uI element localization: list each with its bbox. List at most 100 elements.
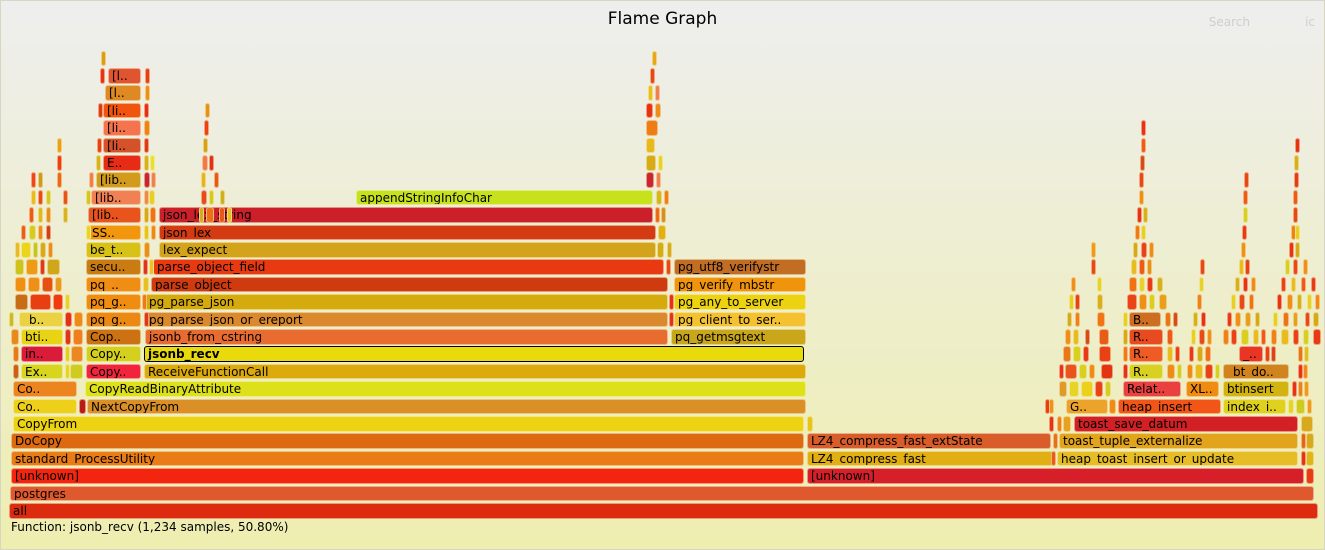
flame-frame[interactable]: [1223, 329, 1229, 345]
frame-r[interactable]: R..: [1129, 363, 1163, 380]
flame-frame[interactable]: [144, 172, 150, 188]
flame-frame[interactable]: [1296, 398, 1305, 415]
flame-frame[interactable]: [1295, 242, 1300, 258]
flame-frame[interactable]: [42, 276, 53, 293]
flame-frame[interactable]: [1231, 329, 1237, 345]
flame-frame[interactable]: [65, 294, 70, 310]
flame-frame[interactable]: [47, 259, 60, 275]
flame-frame[interactable]: [1301, 416, 1313, 432]
frame-r[interactable]: R..: [1129, 346, 1163, 362]
ignore-case-button[interactable]: ic: [1305, 15, 1315, 29]
flame-frame[interactable]: [1200, 259, 1205, 275]
flame-frame[interactable]: [15, 294, 28, 310]
flame-frame[interactable]: [151, 224, 156, 241]
frame-pq-getmsgtext[interactable]: pq_getmsgtext: [671, 329, 806, 345]
flame-frame[interactable]: [1243, 207, 1248, 223]
frame-pg-parse-json[interactable]: pg_parse_json: [145, 294, 668, 310]
flame-frame[interactable]: [46, 207, 51, 223]
flame-frame[interactable]: [1241, 242, 1246, 258]
flame-frame[interactable]: [201, 189, 207, 206]
frame-jsonb-from-cstring[interactable]: jsonb_from_cstring: [145, 329, 668, 345]
flame-frame[interactable]: [1199, 329, 1205, 345]
flame-frame[interactable]: [65, 311, 72, 328]
flame-frame[interactable]: [74, 311, 83, 328]
flame-frame[interactable]: [1139, 259, 1145, 275]
flame-frame[interactable]: [206, 207, 214, 223]
frame-b[interactable]: _b..: [19, 311, 63, 328]
flame-frame[interactable]: [11, 329, 19, 345]
flame-frame[interactable]: [98, 102, 103, 119]
flame-frame[interactable]: [1293, 311, 1298, 328]
flame-frame[interactable]: [57, 155, 62, 171]
flame-frame[interactable]: [669, 311, 674, 328]
flame-frame[interactable]: [1167, 346, 1173, 362]
frame-xl[interactable]: XL..: [1186, 381, 1219, 397]
flame-frame[interactable]: [1289, 242, 1294, 258]
frame-ss[interactable]: SS..: [88, 224, 141, 241]
frame-be-t[interactable]: be_t..: [86, 242, 141, 258]
flame-frame[interactable]: [666, 259, 671, 275]
flame-frame[interactable]: [1311, 276, 1316, 293]
flame-frame[interactable]: [144, 311, 149, 328]
flame-frame[interactable]: [40, 259, 45, 275]
frame-toast-tuple-externalize[interactable]: toast_tuple_externalize: [1059, 433, 1298, 449]
frame-btinsert[interactable]: btinsert: [1223, 381, 1289, 397]
frame-li[interactable]: [li..: [103, 102, 141, 119]
flame-frame[interactable]: [13, 363, 19, 380]
flame-frame[interactable]: [40, 242, 46, 258]
frame-secu[interactable]: secu..: [86, 259, 141, 275]
frame-li[interactable]: [li..: [103, 120, 141, 136]
flame-frame[interactable]: [1105, 381, 1111, 397]
flame-frame[interactable]: [1306, 433, 1314, 449]
flame-frame[interactable]: [656, 172, 661, 188]
flame-frame[interactable]: [151, 172, 156, 188]
flame-frame[interactable]: [1065, 363, 1077, 380]
frame-index-i[interactable]: index_i..: [1223, 398, 1286, 415]
flame-frame[interactable]: [1305, 311, 1310, 328]
flame-frame[interactable]: [656, 189, 662, 206]
flame-frame[interactable]: [669, 294, 674, 310]
flame-frame[interactable]: [655, 85, 660, 101]
frame-copyreadbinaryattribute[interactable]: CopyReadBinaryAttribute: [85, 381, 806, 397]
flame-frame[interactable]: [652, 50, 657, 67]
flame-frame[interactable]: [1099, 329, 1109, 345]
flame-frame[interactable]: [655, 102, 661, 119]
flame-frame[interactable]: [149, 189, 155, 206]
flame-frame[interactable]: [1137, 207, 1142, 223]
flame-frame[interactable]: [658, 155, 663, 171]
flame-frame[interactable]: [1085, 329, 1090, 345]
flame-frame[interactable]: [31, 189, 36, 206]
frame-copy[interactable]: Copy..: [86, 363, 141, 380]
flame-frame[interactable]: [1167, 363, 1175, 380]
flame-frame[interactable]: [1298, 363, 1303, 380]
flame-frame[interactable]: [219, 207, 225, 223]
frame-copy[interactable]: Copy..: [86, 346, 141, 362]
frame-heap-insert[interactable]: heap_insert: [1118, 398, 1221, 415]
flame-frame[interactable]: [1091, 259, 1096, 275]
flame-frame[interactable]: [209, 189, 214, 206]
search-button[interactable]: Search: [1208, 15, 1250, 29]
flame-frame[interactable]: [1067, 311, 1072, 328]
flame-frame[interactable]: [650, 68, 655, 84]
flame-frame[interactable]: [807, 416, 813, 432]
flame-frame[interactable]: [150, 155, 155, 171]
flame-frame[interactable]: [142, 294, 147, 310]
flame-frame[interactable]: [1242, 224, 1247, 241]
flame-frame[interactable]: [73, 329, 83, 345]
frame-co[interactable]: Co..: [13, 381, 77, 397]
flame-frame[interactable]: [204, 120, 209, 136]
flame-frame[interactable]: [1193, 311, 1198, 328]
frame-b[interactable]: B..: [1129, 311, 1161, 328]
flame-frame[interactable]: [1297, 294, 1302, 310]
flame-frame[interactable]: [15, 242, 20, 258]
flame-frame[interactable]: [150, 207, 156, 223]
flame-frame[interactable]: [203, 137, 208, 154]
flame-frame[interactable]: [26, 259, 38, 275]
flame-frame[interactable]: [1063, 416, 1071, 432]
flame-frame[interactable]: [1139, 276, 1145, 293]
flame-frame[interactable]: [33, 242, 38, 258]
flame-frame[interactable]: [205, 102, 210, 119]
flame-frame[interactable]: [1073, 346, 1081, 362]
flame-frame[interactable]: [1063, 346, 1071, 362]
frame-e[interactable]: E..: [103, 155, 141, 171]
